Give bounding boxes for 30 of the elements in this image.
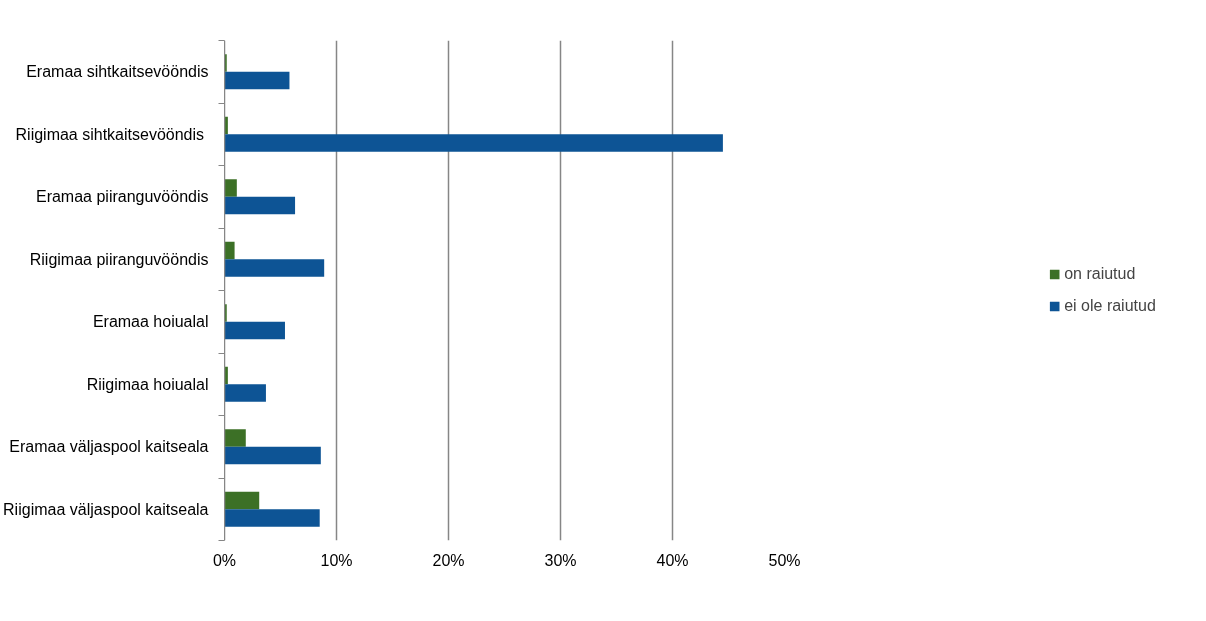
legend-label: ei ole raiutud — [1064, 297, 1156, 315]
x-tick-label: 30% — [544, 551, 577, 569]
bar — [224, 134, 723, 152]
bar — [224, 259, 325, 277]
bar — [224, 196, 296, 215]
bar — [224, 304, 227, 322]
y-tick-label: Eramaa hoiualal — [92, 313, 209, 331]
x-tick-label: 20% — [432, 551, 465, 569]
y-tick-label: Eramaa väljaspool kaitseala — [9, 438, 209, 456]
x-tick-label: 50% — [768, 551, 801, 569]
y-tick-label: Riigimaa väljaspool kaitseala — [3, 500, 209, 518]
bar — [224, 491, 260, 510]
bar — [224, 71, 290, 90]
y-tick-label: Eramaa piiranguvööndis — [35, 188, 209, 206]
bar — [224, 241, 235, 260]
y-tick-label: Riigimaa piiranguvööndis — [29, 250, 209, 268]
legend-label: on raiutud — [1064, 265, 1136, 283]
y-tick-label: Riigimaa hoiualal — [86, 375, 209, 393]
bar — [224, 384, 266, 402]
x-tick-label: 40% — [656, 551, 689, 569]
x-tick-label: 10% — [320, 551, 353, 569]
y-tick-label: Riigimaa sihtkaitsevööndis — [15, 125, 205, 143]
x-tick-label: 0% — [212, 551, 237, 569]
bar — [224, 509, 320, 527]
bar — [224, 179, 237, 197]
y-tick-label: Eramaa sihtkaitsevööndis — [26, 63, 209, 81]
bar — [224, 446, 321, 465]
bar — [224, 321, 285, 340]
bar — [224, 54, 227, 72]
bar — [224, 429, 246, 447]
